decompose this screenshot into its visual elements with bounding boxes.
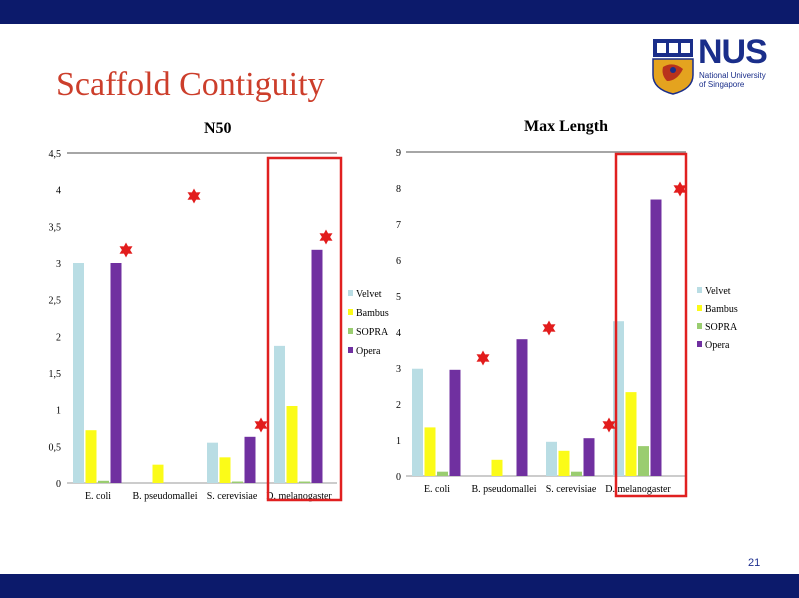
y-tick-label: 6 bbox=[396, 256, 401, 267]
bar-velvet bbox=[207, 442, 218, 483]
y-tick-label: 2 bbox=[56, 332, 61, 343]
y-tick-label: 4 bbox=[396, 328, 401, 339]
bar-bambus bbox=[152, 464, 164, 483]
legend-label-velvet: Velvet bbox=[705, 286, 731, 297]
y-tick-label: 7 bbox=[396, 220, 401, 231]
bar-sopra bbox=[638, 446, 649, 476]
y-tick-label: 3 bbox=[396, 364, 401, 375]
bar-opera bbox=[449, 369, 461, 476]
legend-label-opera: Opera bbox=[356, 346, 381, 357]
highlight-box-dmelanogaster bbox=[614, 152, 688, 498]
legend-swatch-opera bbox=[697, 341, 702, 347]
y-tick-label: 2,5 bbox=[49, 296, 62, 307]
bar-sopra bbox=[98, 480, 109, 483]
legend-swatch-opera bbox=[348, 347, 353, 353]
nus-subtitle: National University of Singapore bbox=[699, 71, 766, 89]
bar-sopra bbox=[437, 471, 448, 476]
bar-bambus bbox=[85, 430, 97, 483]
x-tick-label: S. cerevisiae bbox=[207, 491, 258, 502]
bar-sopra bbox=[571, 471, 582, 476]
y-tick-label: 5 bbox=[396, 292, 401, 303]
bar-velvet bbox=[412, 368, 423, 476]
x-tick-label: B. pseudomallei bbox=[472, 484, 537, 495]
legend-swatch-bambus bbox=[348, 309, 353, 315]
bar-bambus bbox=[286, 406, 298, 483]
bar-bambus bbox=[491, 459, 503, 476]
star-marker-icon bbox=[542, 320, 556, 336]
star-marker-icon bbox=[119, 242, 133, 258]
bar-velvet bbox=[73, 263, 84, 483]
x-tick-label: E. coli bbox=[85, 491, 111, 502]
y-tick-label: 4,5 bbox=[49, 149, 62, 160]
bar-velvet bbox=[274, 345, 285, 483]
legend-label-bambus: Bambus bbox=[705, 304, 738, 315]
legend-swatch-sopra bbox=[697, 323, 702, 329]
bar-sopra bbox=[232, 481, 243, 483]
page-number: 21 bbox=[748, 557, 761, 569]
bar-bambus bbox=[424, 427, 436, 476]
x-tick-label: S. cerevisiae bbox=[546, 484, 597, 495]
nus-subtitle-line1: National University bbox=[699, 71, 766, 80]
x-tick-label: D. melanogaster bbox=[605, 484, 671, 495]
chart-title-max-length: Max Length bbox=[524, 118, 608, 135]
star-marker-icon bbox=[319, 229, 333, 245]
nus-logo: NUS National University of Singapore bbox=[651, 33, 773, 95]
bar-opera bbox=[110, 263, 122, 483]
y-tick-label: 3 bbox=[56, 259, 61, 270]
y-tick-label: 2 bbox=[396, 400, 401, 411]
star-marker-icon bbox=[476, 350, 490, 366]
star-marker-icon bbox=[673, 181, 687, 197]
bar-velvet bbox=[546, 441, 557, 476]
highlight-box-dmelanogaster bbox=[266, 156, 343, 502]
bar-opera bbox=[650, 199, 662, 476]
y-tick-label: 3,5 bbox=[49, 222, 62, 233]
legend-label-sopra: SOPRA bbox=[356, 327, 389, 338]
nus-wordmark: NUS bbox=[698, 33, 768, 71]
star-marker-icon bbox=[187, 188, 201, 204]
bar-bambus bbox=[219, 457, 231, 483]
bar-opera bbox=[244, 436, 256, 483]
y-tick-label: 0 bbox=[396, 472, 401, 483]
chart-title-n50: N50 bbox=[204, 120, 232, 137]
legend-label-opera: Opera bbox=[705, 340, 730, 351]
star-marker-icon bbox=[254, 417, 268, 433]
y-tick-label: 0,5 bbox=[49, 442, 62, 453]
star-marker-icon bbox=[602, 417, 616, 433]
y-tick-label: 4 bbox=[56, 186, 61, 197]
bar-bambus bbox=[625, 392, 637, 476]
bar-sopra bbox=[299, 481, 310, 483]
legend-swatch-velvet bbox=[697, 287, 702, 293]
x-tick-label: D. melanogaster bbox=[266, 491, 332, 502]
bar-bambus bbox=[558, 450, 570, 476]
bar-opera bbox=[516, 339, 528, 476]
legend-label-sopra: SOPRA bbox=[705, 322, 738, 333]
legend-swatch-sopra bbox=[348, 328, 353, 334]
slide-title: Scaffold Contiguity bbox=[56, 66, 325, 103]
nus-subtitle-line2: of Singapore bbox=[699, 80, 745, 89]
x-tick-label: E. coli bbox=[424, 484, 450, 495]
legend-swatch-velvet bbox=[348, 290, 353, 296]
y-tick-label: 1 bbox=[396, 436, 401, 447]
legend-label-bambus: Bambus bbox=[356, 308, 389, 319]
y-tick-label: 0 bbox=[56, 479, 61, 490]
bar-velvet bbox=[613, 321, 624, 476]
y-tick-label: 8 bbox=[396, 184, 401, 195]
legend-swatch-bambus bbox=[697, 305, 702, 311]
bottom-band bbox=[0, 574, 799, 598]
nus-crest-icon bbox=[652, 39, 694, 95]
legend-label-velvet: Velvet bbox=[356, 289, 382, 300]
bar-opera bbox=[311, 249, 323, 483]
bar-opera bbox=[583, 438, 595, 476]
y-tick-label: 1 bbox=[56, 406, 61, 417]
y-tick-label: 1,5 bbox=[49, 369, 62, 380]
x-tick-label: B. pseudomallei bbox=[133, 491, 198, 502]
y-tick-label: 9 bbox=[396, 148, 401, 159]
top-band bbox=[0, 0, 799, 24]
